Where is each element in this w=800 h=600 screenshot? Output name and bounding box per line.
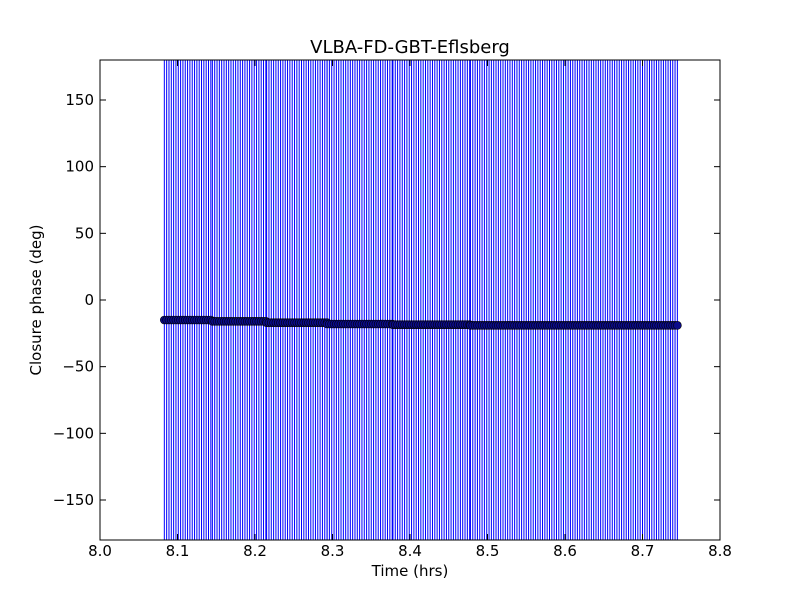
x-tick-label: 8.5 <box>476 542 500 560</box>
x-tick-label: 8.8 <box>708 542 732 560</box>
y-tick-label: 100 <box>65 158 94 176</box>
x-tick-label: 8.3 <box>321 542 345 560</box>
x-tick-label: 8.4 <box>398 542 422 560</box>
x-axis-label: Time (hrs) <box>371 562 449 580</box>
chart-title: VLBA-FD-GBT-Eflsberg <box>310 37 510 58</box>
y-tick-label: 50 <box>75 224 94 242</box>
y-tick-label: −100 <box>53 424 94 442</box>
y-axis-ticks: 150 100 50 0 −50 −100 −150 <box>53 91 720 509</box>
errorbar-group <box>163 60 678 540</box>
y-tick-label: −50 <box>62 358 94 376</box>
data-point-group <box>160 315 682 330</box>
data-point <box>673 321 682 330</box>
x-tick-label: 8.0 <box>88 542 112 560</box>
x-tick-label: 8.1 <box>166 542 190 560</box>
x-tick-label: 8.7 <box>631 542 655 560</box>
x-tick-label: 8.2 <box>243 542 267 560</box>
axes-background <box>100 60 720 540</box>
y-tick-label: 0 <box>84 291 94 309</box>
x-axis-ticks: 8.0 8.1 8.2 8.3 8.4 8.5 8.6 8.7 8.8 <box>88 60 732 560</box>
plot-area: 8.0 8.1 8.2 8.3 8.4 8.5 8.6 8.7 8.8 150 100 50 0 −50… <box>53 59 732 560</box>
y-tick-label: 150 <box>65 91 94 109</box>
y-axis-label: Closure phase (deg) <box>27 225 45 376</box>
x-tick-label: 8.6 <box>553 542 577 560</box>
y-tick-label: −150 <box>53 491 94 509</box>
